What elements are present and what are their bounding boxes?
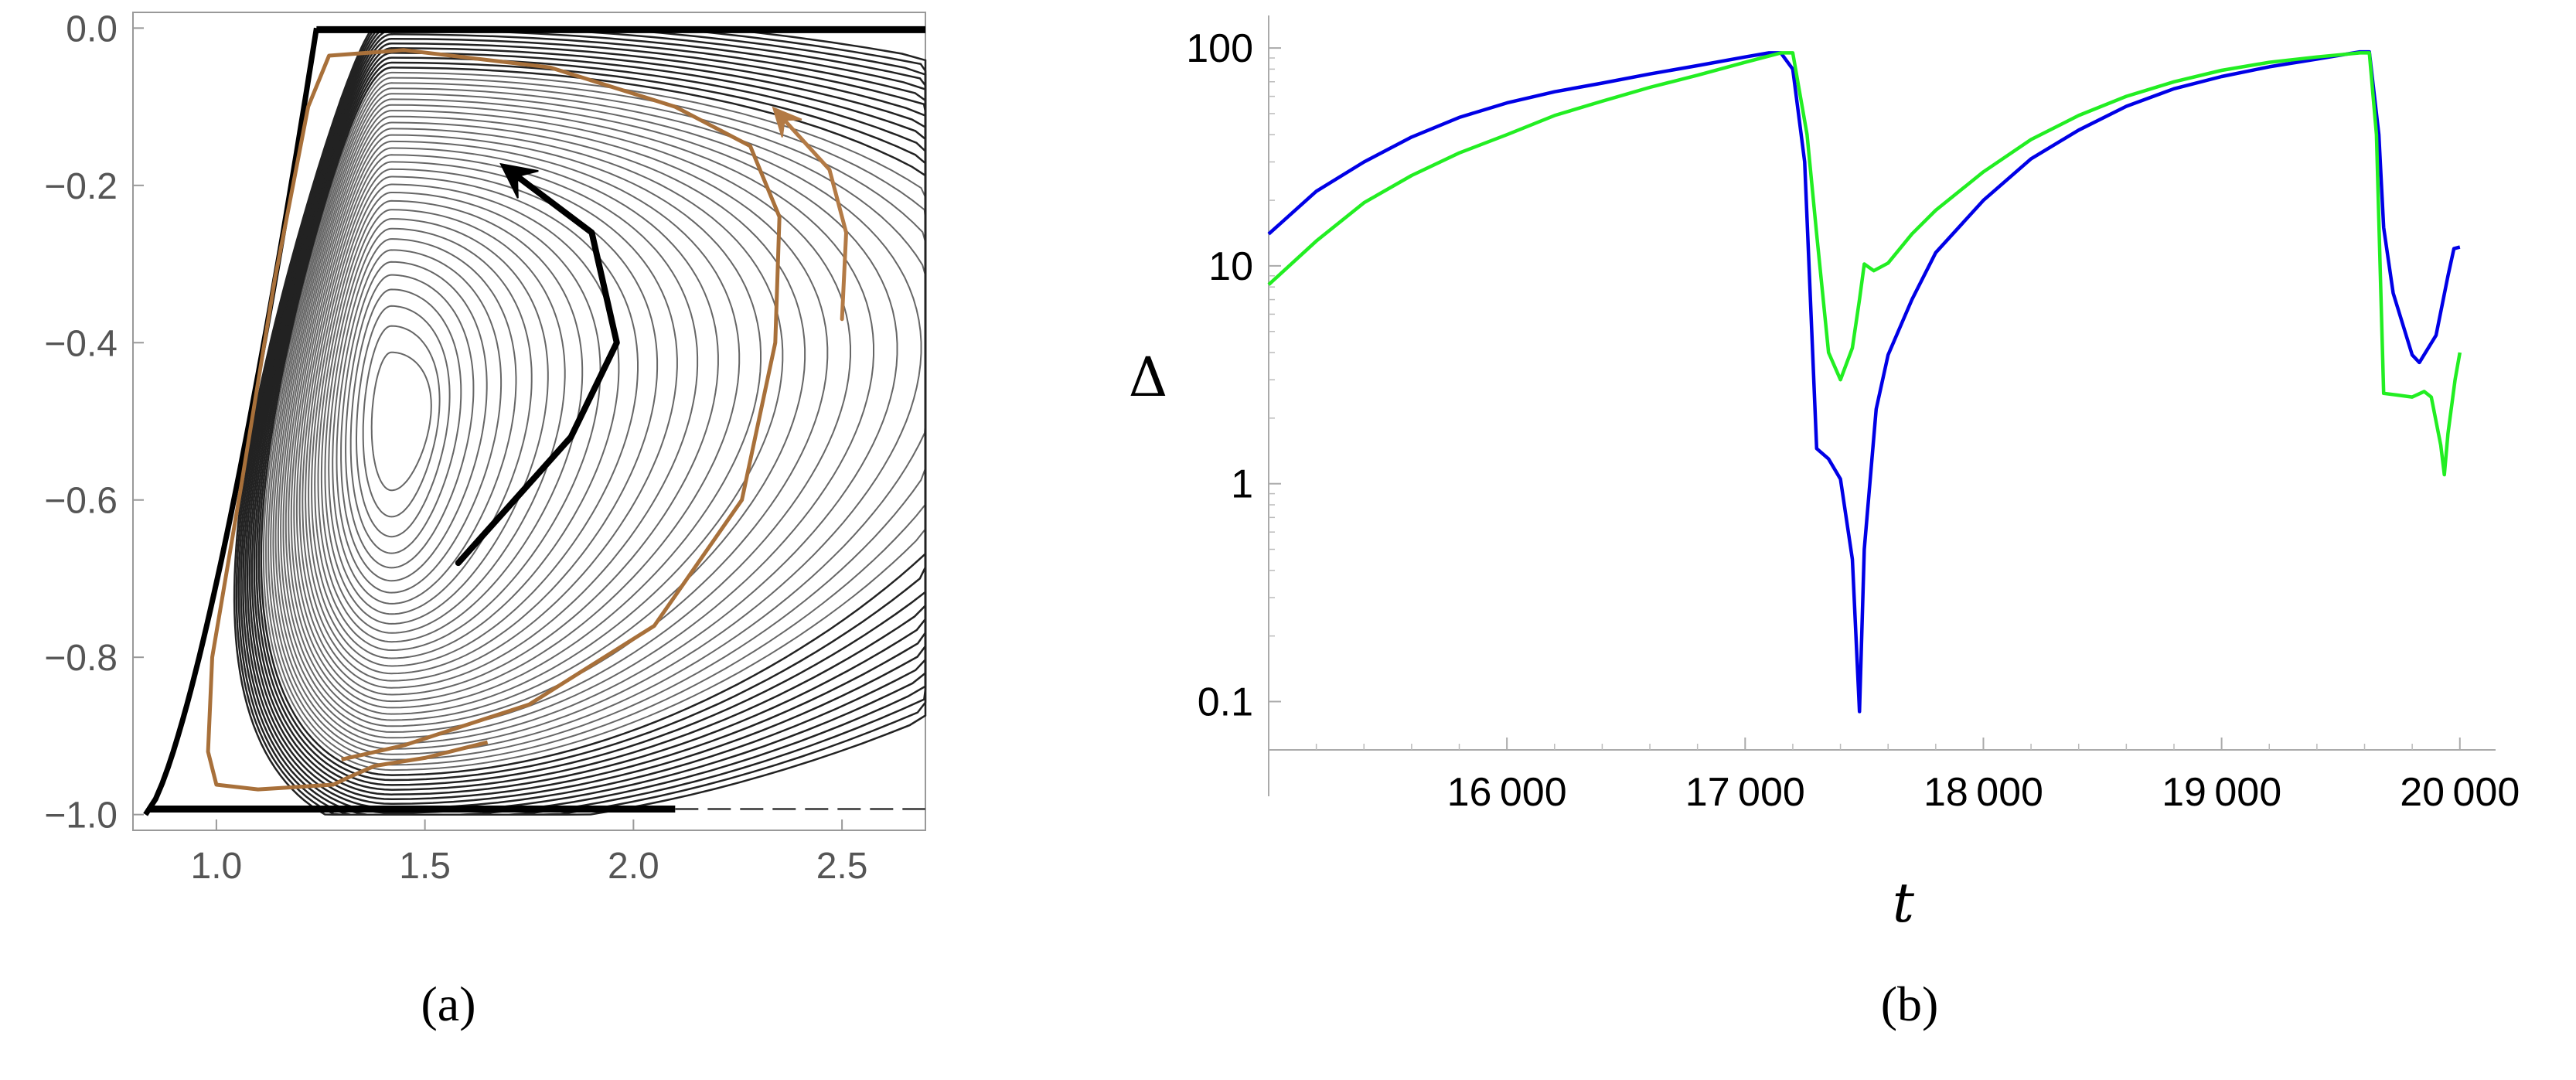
contour-line (246, 37, 927, 806)
panel-a-ytick-label: −0.4 (44, 323, 118, 364)
panel-a-xtick-label: 1.0 (191, 846, 243, 887)
contour-line (250, 47, 927, 796)
panel-b-xtick-label: 18 000 (1923, 770, 2043, 815)
contour-line (308, 175, 639, 667)
contour-line (262, 71, 926, 772)
panel-b-xtick-label: 17 000 (1685, 770, 1805, 815)
panel-b-axes (1268, 15, 2496, 796)
panel-b-series (1267, 49, 2462, 714)
panel-b-xtick-label: 16 000 (1447, 770, 1567, 815)
panel-b-xlabel: t (1893, 871, 1915, 935)
contour-line (280, 110, 851, 733)
left-boundary-curve (143, 27, 319, 816)
panel-a-ytick-label: −1.0 (44, 796, 118, 836)
contour-line (288, 128, 784, 715)
contour-line (311, 183, 620, 659)
panel-a-trajectory (206, 48, 782, 792)
contour-line (257, 61, 927, 782)
trajectory-curve (206, 48, 782, 792)
panel-a-contour-plot: 1.0 1.5 2.0 2.5 0.0 −0.2 −0.4 −0.6 −0.8 −1.0 (a) (44, 9, 927, 1031)
black-arrow-head (499, 162, 539, 199)
contour-line (298, 154, 699, 689)
contour-line (293, 140, 741, 703)
contour-line (274, 98, 898, 744)
contour-line (264, 77, 926, 766)
panel-b-ylabel: Δ (1129, 346, 1168, 409)
contour-line (295, 147, 719, 696)
brown-arrow-shaft (777, 112, 848, 322)
panel-b-ytick-label: 10 (1208, 244, 1253, 289)
contour-line (328, 227, 533, 615)
contour-line (320, 209, 566, 634)
caption-b: (b) (1881, 976, 1939, 1031)
series-line-green (1267, 51, 2462, 477)
contour-line (240, 27, 927, 816)
contour-line (336, 249, 503, 594)
contour-line (345, 274, 475, 569)
contour-line (253, 52, 927, 791)
contour-line (277, 104, 874, 739)
contour-line (317, 199, 584, 643)
panel-a-arrows (455, 106, 848, 567)
contour-line (260, 66, 927, 776)
panel-a-ticks: 1.0 1.5 2.0 2.5 0.0 −0.2 −0.4 −0.6 −0.8 −1.0 (44, 9, 867, 887)
contour-line (244, 33, 927, 809)
contour-line (356, 305, 451, 538)
contour-line (370, 351, 432, 492)
contour-line (314, 191, 601, 652)
contour-line (272, 93, 922, 750)
contour-line (248, 42, 927, 801)
panel-a-boundary-band (143, 26, 925, 816)
panel-b-xtick-label: 20 000 (2400, 770, 2520, 815)
contour-line (362, 325, 441, 518)
panel-a-xtick-label: 2.5 (816, 846, 868, 887)
panel-b-xtick-label: 19 000 (2162, 770, 2281, 815)
contour-line (332, 238, 517, 605)
caption-a: (a) (421, 976, 475, 1031)
panel-a-ytick-label: −0.8 (44, 638, 118, 679)
panel-a-xtick-label: 2.0 (608, 846, 659, 887)
panel-a-ytick-label: 0.0 (66, 9, 118, 49)
contour-line (302, 161, 678, 682)
contour-line (285, 121, 806, 721)
panel-a-ytick-label: −0.6 (44, 481, 118, 522)
contour-line (270, 87, 926, 755)
contour-line (242, 29, 927, 814)
panel-b-ytick-label: 100 (1186, 26, 1253, 71)
contour-line (255, 56, 927, 786)
brown-arrow-head (772, 106, 802, 138)
contour-line (340, 261, 488, 582)
contour-line (349, 288, 462, 554)
panel-b-ticks: 0.1 1 10 100 16 000 17 000 18 000 19 000 20 000 (1186, 26, 2520, 815)
panel-b-ytick-label: 1 (1231, 462, 1253, 507)
panel-a-xtick-label: 1.5 (399, 846, 451, 887)
panel-a-contour-lines (233, 27, 927, 816)
contour-line (324, 218, 549, 625)
black-arrow-shaft (455, 166, 620, 567)
contour-line (267, 82, 926, 761)
panel-b-ytick-label: 0.1 (1198, 680, 1253, 724)
series-line-blue (1267, 49, 2461, 714)
panel-a-ytick-label: −0.2 (44, 166, 118, 207)
contour-line (290, 134, 762, 709)
